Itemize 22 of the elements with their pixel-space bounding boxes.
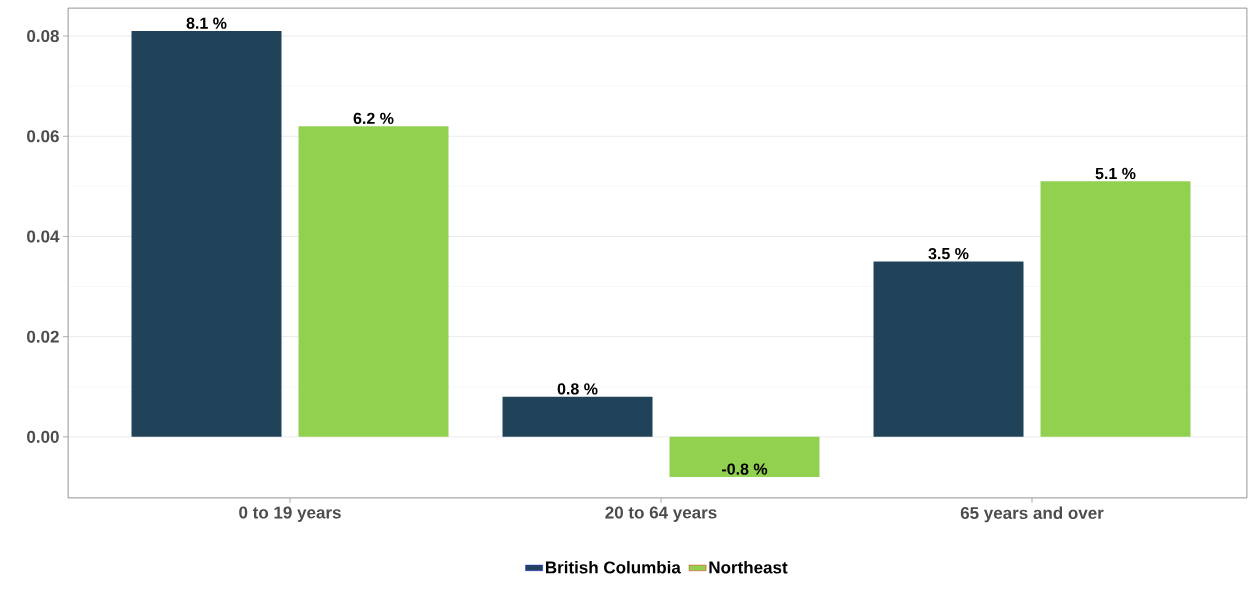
x-tick-label: 0 to 19 years [239,506,341,522]
data-label: 5.1 % [1095,167,1136,180]
y-tick-label: 0.04 [27,230,60,243]
y-tick-label: 0.02 [27,330,59,343]
y-tick-label: 0.00 [27,430,59,443]
bar [873,261,1024,437]
legend-label: British Columbia [545,560,681,574]
x-tick-label: 20 to 64 years [605,506,717,522]
x-tick-label: 65 years and over [960,506,1104,523]
data-label: 8.1 % [186,17,227,29]
data-label: 3.5 % [928,247,969,260]
y-tick-label: 0.08 [27,30,59,43]
y-tick-label: 0.06 [27,130,59,143]
legend-label: Northeast [709,560,788,574]
bar [669,436,820,477]
data-label: 6.2 % [353,112,394,125]
data-label: -0.8 % [722,463,768,475]
bar [502,396,653,437]
bar [298,126,449,437]
bar [1040,181,1191,437]
bar [131,31,282,437]
data-label: 0.8 % [557,383,598,395]
